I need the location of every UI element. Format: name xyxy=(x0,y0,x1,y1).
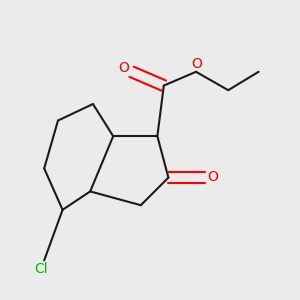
Text: O: O xyxy=(191,56,203,70)
Text: O: O xyxy=(118,61,129,75)
Text: Cl: Cl xyxy=(34,262,48,276)
Text: O: O xyxy=(207,170,218,184)
